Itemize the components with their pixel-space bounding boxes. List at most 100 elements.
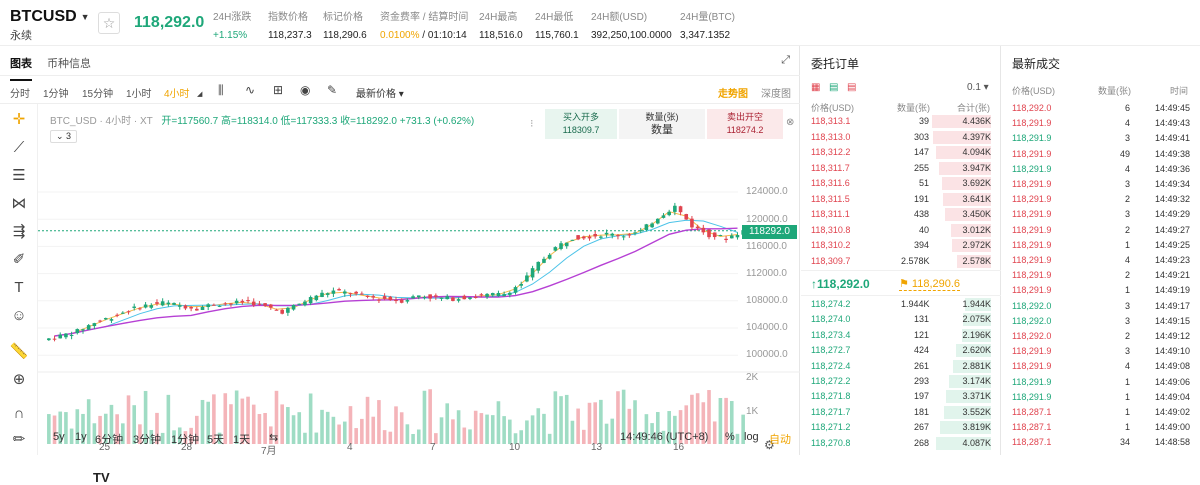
- percent-toggle[interactable]: %: [725, 431, 735, 443]
- volume-bar: [155, 412, 159, 444]
- trade-price: 118,291.9: [1012, 361, 1052, 372]
- trade-row: 118,287.1 1 14:49:02: [1002, 405, 1200, 420]
- candle-body: [553, 247, 558, 251]
- view-bids-icon[interactable]: ▤: [829, 82, 839, 93]
- brush-icon[interactable]: ✐: [12, 251, 26, 268]
- moving-average-line: [54, 227, 738, 337]
- fib-icon[interactable]: ⇶: [12, 223, 26, 240]
- quick-buy-button[interactable]: 买入开多 118309.7: [545, 109, 617, 139]
- candle-body: [132, 306, 137, 308]
- volume-bar: [399, 412, 404, 444]
- chart-area[interactable]: BTC_USD · 4小时 · XT 开=117560.7 高=118314.0…: [38, 104, 800, 485]
- trade-price: 118,287.1: [1012, 422, 1052, 433]
- tab-chart[interactable]: 图表: [10, 55, 32, 81]
- bid-total: 3.819K: [962, 422, 991, 433]
- ask-row[interactable]: 118,310.8 40 3.012K: [801, 223, 1001, 238]
- pattern-icon[interactable]: ⋈: [11, 195, 27, 212]
- ask-row[interactable]: 118,311.5 191 3.641K: [801, 192, 1001, 207]
- magnet-icon[interactable]: ∩: [13, 405, 25, 422]
- indicators-icon[interactable]: ∿: [245, 83, 256, 97]
- compare-icon[interactable]: ⊞: [273, 83, 284, 97]
- chart-panel: 图表 币种信息 ⤢ 分时 1分钟 15分钟 1小时 4小时 ◢ ⫼ ∿ ⊞ ◉ …: [0, 46, 800, 485]
- bid-price: 118,272.2: [811, 376, 851, 386]
- bid-row[interactable]: 118,274.2 1.944K 1.944K: [801, 297, 1001, 312]
- ask-qty: 51: [918, 178, 929, 188]
- timeframe-line[interactable]: 分时: [10, 89, 30, 100]
- candle-body: [587, 236, 592, 239]
- indicator-toggle[interactable]: ⌄ 3: [50, 130, 78, 143]
- range-6min[interactable]: 6分钟: [95, 434, 124, 446]
- candle-type-icon[interactable]: ⫼: [218, 83, 224, 97]
- log-toggle[interactable]: log: [744, 431, 759, 443]
- clock[interactable]: 14:49:46 (UTC+8): [620, 431, 709, 443]
- range-5y[interactable]: 5y: [53, 431, 65, 443]
- range-1y[interactable]: 1y: [75, 431, 87, 443]
- candle-body: [195, 308, 199, 311]
- range-1min[interactable]: 1分钟: [171, 434, 200, 446]
- bid-row[interactable]: 118,272.4 261 2.881K: [801, 359, 1001, 374]
- volume-bar: [712, 421, 717, 444]
- price-type-select[interactable]: 最新价格 ▾: [356, 89, 404, 100]
- chevron-down-icon: ▼: [80, 11, 90, 22]
- view-asks-icon[interactable]: ▤: [847, 82, 857, 93]
- bid-row[interactable]: 118,273.4 121 2.196K: [801, 328, 1001, 343]
- quick-sell-button[interactable]: 卖出开空 118274.2: [707, 109, 783, 139]
- bid-row[interactable]: 118,272.7 424 2.620K: [801, 343, 1001, 358]
- ask-row[interactable]: 118,310.2 394 2.972K: [801, 238, 1001, 253]
- timeframe-dropdown-icon[interactable]: ◢: [197, 91, 203, 98]
- volume-bar: [468, 429, 472, 444]
- range-5d[interactable]: 5天: [207, 434, 225, 446]
- bid-row[interactable]: 118,270.8 268 4.087K: [801, 436, 1001, 451]
- ask-row[interactable]: 118,313.0 303 4.397K: [801, 130, 1001, 145]
- symbol-selector[interactable]: BTCUSD ▼: [10, 8, 90, 26]
- text-icon[interactable]: T: [14, 279, 24, 296]
- chart-settings-icon[interactable]: ⚙: [764, 438, 775, 452]
- precision-select[interactable]: 0.1 ▾: [967, 82, 989, 93]
- lock-icon[interactable]: ✏: [12, 431, 26, 448]
- zoom-icon[interactable]: ⊕: [12, 371, 26, 388]
- trendline-icon[interactable]: ⟋: [13, 139, 25, 156]
- ask-row[interactable]: 118,313.1 39 4.436K: [801, 114, 1001, 129]
- timeframe-1h[interactable]: 1小时: [126, 89, 152, 100]
- view-depth[interactable]: 深度图: [761, 89, 791, 100]
- ask-row[interactable]: 118,309.7 2.578K 2.578K: [801, 254, 1001, 269]
- range-1d[interactable]: 1天: [233, 434, 251, 446]
- crosshair-icon[interactable]: ✛: [12, 111, 26, 128]
- bid-row[interactable]: 118,271.2 267 3.819K: [801, 420, 1001, 435]
- candle-body: [456, 299, 461, 301]
- close-icon[interactable]: ⊗: [786, 117, 795, 128]
- star-icon[interactable]: ☆: [98, 12, 120, 34]
- tab-coin-info[interactable]: 币种信息: [47, 58, 91, 70]
- expand-icon[interactable]: ⤢: [781, 54, 790, 66]
- ruler-icon[interactable]: 📏: [9, 343, 29, 360]
- bid-row[interactable]: 118,274.0 131 2.075K: [801, 312, 1001, 327]
- camera-icon[interactable]: ◉: [300, 83, 311, 97]
- ask-row[interactable]: 118,311.1 438 3.450K: [801, 207, 1001, 222]
- volume-bar: [661, 430, 666, 444]
- settings-icon[interactable]: ✎: [327, 83, 338, 97]
- bid-row[interactable]: 118,272.2 293 3.174K: [801, 374, 1001, 389]
- ask-row[interactable]: 118,311.6 51 3.692K: [801, 176, 1001, 191]
- view-trading[interactable]: 走势图: [718, 89, 748, 100]
- timeframe-15m[interactable]: 15分钟: [82, 89, 114, 100]
- timeframe-4h[interactable]: 4小时: [164, 89, 190, 100]
- volume-bar: [741, 414, 745, 444]
- volume-bar: [451, 419, 455, 444]
- eye-icon[interactable]: ⁝: [530, 118, 534, 130]
- timeframe-1m[interactable]: 1分钟: [43, 89, 69, 100]
- ask-row[interactable]: 118,311.7 255 3.947K: [801, 161, 1001, 176]
- candle-body: [564, 242, 569, 247]
- quick-qty-field[interactable]: 数量(张) 数量: [619, 109, 705, 139]
- auto-toggle[interactable]: 自动: [769, 434, 791, 446]
- bid-row[interactable]: 118,271.7 181 3.552K: [801, 405, 1001, 420]
- ask-row[interactable]: 118,312.2 147 4.094K: [801, 145, 1001, 160]
- candle-body: [650, 223, 654, 228]
- market-header: BTCUSD ▼ 永续 ☆ 118,292.0 24H涨跌 +1.15% 指数价格 1…: [0, 0, 1200, 46]
- horizontal-lines-icon[interactable]: ☰: [12, 167, 26, 184]
- bid-row[interactable]: 118,271.8 197 3.371K: [801, 389, 1001, 404]
- view-both-icon[interactable]: ▦: [811, 82, 821, 93]
- volume-bar: [47, 414, 51, 444]
- date-range-icon[interactable]: ⇆: [269, 432, 279, 444]
- range-3min[interactable]: 3分钟: [133, 434, 162, 446]
- emoji-icon[interactable]: ☺: [11, 307, 27, 324]
